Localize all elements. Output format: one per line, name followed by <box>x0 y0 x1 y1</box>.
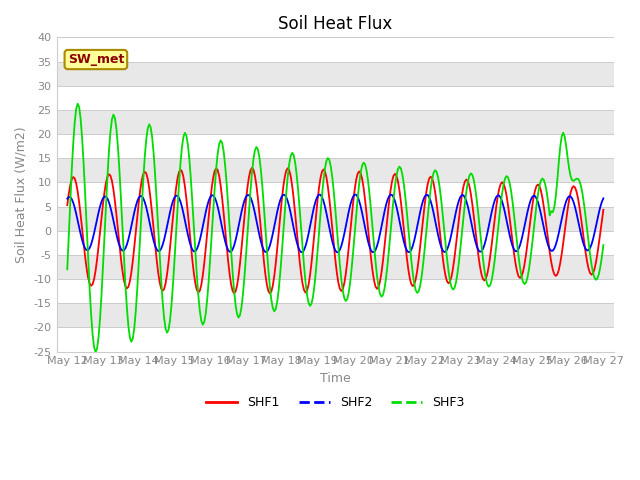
Bar <box>56 327 614 351</box>
Bar <box>56 255 614 279</box>
Y-axis label: Soil Heat Flux (W/m2): Soil Heat Flux (W/m2) <box>15 126 28 263</box>
Bar <box>56 206 614 231</box>
Title: Soil Heat Flux: Soil Heat Flux <box>278 15 392 33</box>
Bar <box>56 61 614 85</box>
Legend: SHF1, SHF2, SHF3: SHF1, SHF2, SHF3 <box>201 391 470 414</box>
Bar <box>56 182 614 206</box>
Bar <box>56 158 614 182</box>
Text: SW_met: SW_met <box>68 53 124 66</box>
Bar <box>56 303 614 327</box>
Bar <box>56 231 614 255</box>
Bar <box>56 85 614 110</box>
Bar <box>56 134 614 158</box>
X-axis label: Time: Time <box>320 372 351 385</box>
Bar <box>56 279 614 303</box>
Bar <box>56 37 614 61</box>
Bar <box>56 110 614 134</box>
